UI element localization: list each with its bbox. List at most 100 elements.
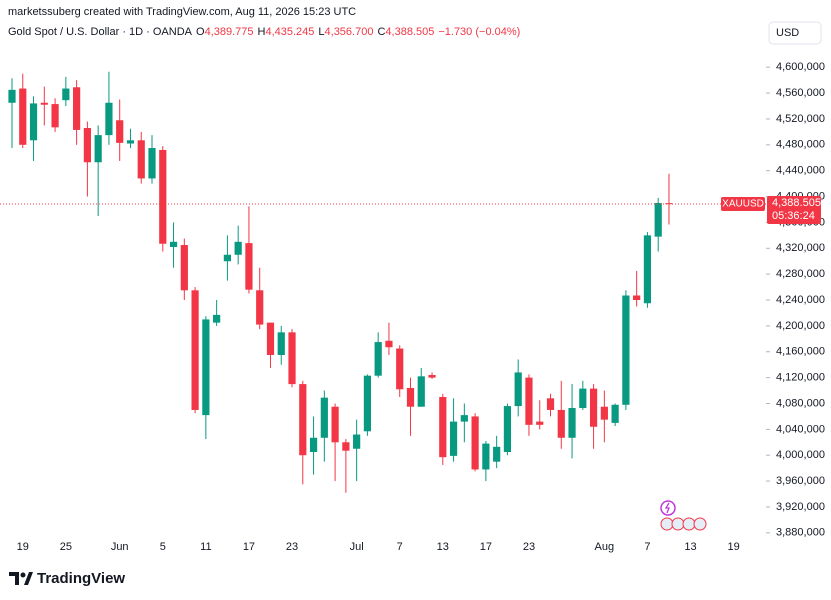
x-tick-label: 17 <box>243 541 255 553</box>
candle-body <box>396 348 404 390</box>
price-label: 4,388.505 <box>772 197 821 209</box>
candle-body <box>611 404 619 423</box>
price-tag <box>767 195 821 224</box>
candle-body <box>62 88 70 101</box>
candle-body <box>191 290 199 410</box>
candle-body <box>503 406 512 452</box>
x-tick-label: 13 <box>684 541 696 553</box>
y-tick-label: 4,600,000 <box>776 61 825 73</box>
candle-body <box>439 397 447 458</box>
x-tick-label: 11 <box>200 541 211 553</box>
candle-body <box>309 437 318 452</box>
candle-body <box>482 443 490 470</box>
candle-body <box>8 89 16 103</box>
candle-body <box>600 406 608 420</box>
y-tick-label: 3,880,000 <box>776 527 825 539</box>
candle-body <box>29 103 38 141</box>
x-tick-label: 23 <box>523 541 535 553</box>
candle-body <box>471 416 479 470</box>
candle-body <box>449 421 458 456</box>
y-tick-label: 4,560,000 <box>776 87 825 99</box>
currency-box[interactable] <box>768 21 822 45</box>
h-key: H <box>258 26 266 38</box>
x-tick-label: 19 <box>727 541 739 553</box>
x-tick-label: 7 <box>397 541 403 553</box>
candle-body <box>417 376 425 407</box>
candle-body <box>514 372 522 407</box>
y-tick-label: 3,960,000 <box>776 475 825 487</box>
candle-body <box>363 375 372 432</box>
candle-body <box>654 203 662 237</box>
candle-body <box>568 408 576 438</box>
low: 4,356.700 <box>325 26 374 38</box>
x-tick-label: Aug <box>595 541 615 553</box>
countdown: 05:36:24 <box>772 210 815 222</box>
candle-body <box>159 149 167 244</box>
candle-body <box>83 127 91 163</box>
candle-body <box>331 406 339 443</box>
o-key: O <box>196 26 205 38</box>
candle-body <box>40 102 48 105</box>
y-tick-label: 4,520,000 <box>776 113 825 125</box>
candle-body <box>105 102 113 136</box>
x-tick-label: Jun <box>111 541 129 553</box>
legend-line: Gold Spot / U.S. Dollar · 1D · OANDA O4,3… <box>8 26 520 38</box>
l-key: L <box>318 26 324 38</box>
candle-body <box>385 340 393 348</box>
candle-body <box>148 148 156 179</box>
symbol-tag <box>721 196 765 211</box>
symbol-label: XAUUSD <box>722 199 764 210</box>
x-tick-label: 13 <box>437 541 449 553</box>
candle-body <box>643 235 652 304</box>
change: −1.730 (−0.04%) <box>438 26 520 38</box>
candle-body <box>557 409 565 438</box>
candle-body <box>202 319 210 416</box>
y-tick-label: 3,920,000 <box>776 501 825 513</box>
x-tick-label: 5 <box>160 541 166 553</box>
candle-body <box>51 104 59 128</box>
candle-body <box>536 421 544 425</box>
candle-body <box>19 88 27 145</box>
y-tick-label: 4,040,000 <box>776 423 825 435</box>
candle-body <box>342 442 350 451</box>
candle-body <box>223 254 231 262</box>
close: 4,388.505 <box>385 26 434 38</box>
open: 4,389.775 <box>205 26 254 38</box>
y-tick-label: 4,480,000 <box>776 139 825 151</box>
candle-body <box>180 245 188 291</box>
candle-body <box>266 322 275 355</box>
candle-body <box>256 290 264 325</box>
candle-body <box>460 415 468 422</box>
y-tick-label: 4,440,000 <box>776 165 825 177</box>
x-tick-label: 23 <box>286 541 298 553</box>
y-tick-label: 4,120,000 <box>776 372 825 384</box>
y-tick-label: 4,200,000 <box>776 320 825 332</box>
candle-body <box>245 243 253 290</box>
candle-body <box>126 140 135 144</box>
candle-body <box>546 398 555 410</box>
candle-body <box>428 375 436 378</box>
candle-body <box>213 314 221 323</box>
x-tick-label: Jul <box>350 541 364 553</box>
brand: TradingView <box>37 570 125 587</box>
candle-body <box>234 241 242 255</box>
currency[interactable]: USD <box>776 27 799 39</box>
credit: marketssuberg created with TradingView.c… <box>8 6 356 18</box>
candle-body <box>137 140 145 179</box>
y-tick-label: 4,280,000 <box>776 268 825 280</box>
candle-body <box>665 203 673 205</box>
candle-body <box>589 388 598 427</box>
y-tick-label: 4,080,000 <box>776 397 825 409</box>
candle-body <box>169 241 178 247</box>
high: 4,435.245 <box>265 26 314 38</box>
candle-body <box>73 87 81 130</box>
x-tick-label: 7 <box>644 541 650 553</box>
candle-body <box>525 377 533 425</box>
candle-body <box>406 387 415 407</box>
candle-body <box>288 332 296 385</box>
x-tick-label: 17 <box>480 541 492 553</box>
y-tick-label: 4,320,000 <box>776 242 825 254</box>
candle-body <box>277 332 285 355</box>
